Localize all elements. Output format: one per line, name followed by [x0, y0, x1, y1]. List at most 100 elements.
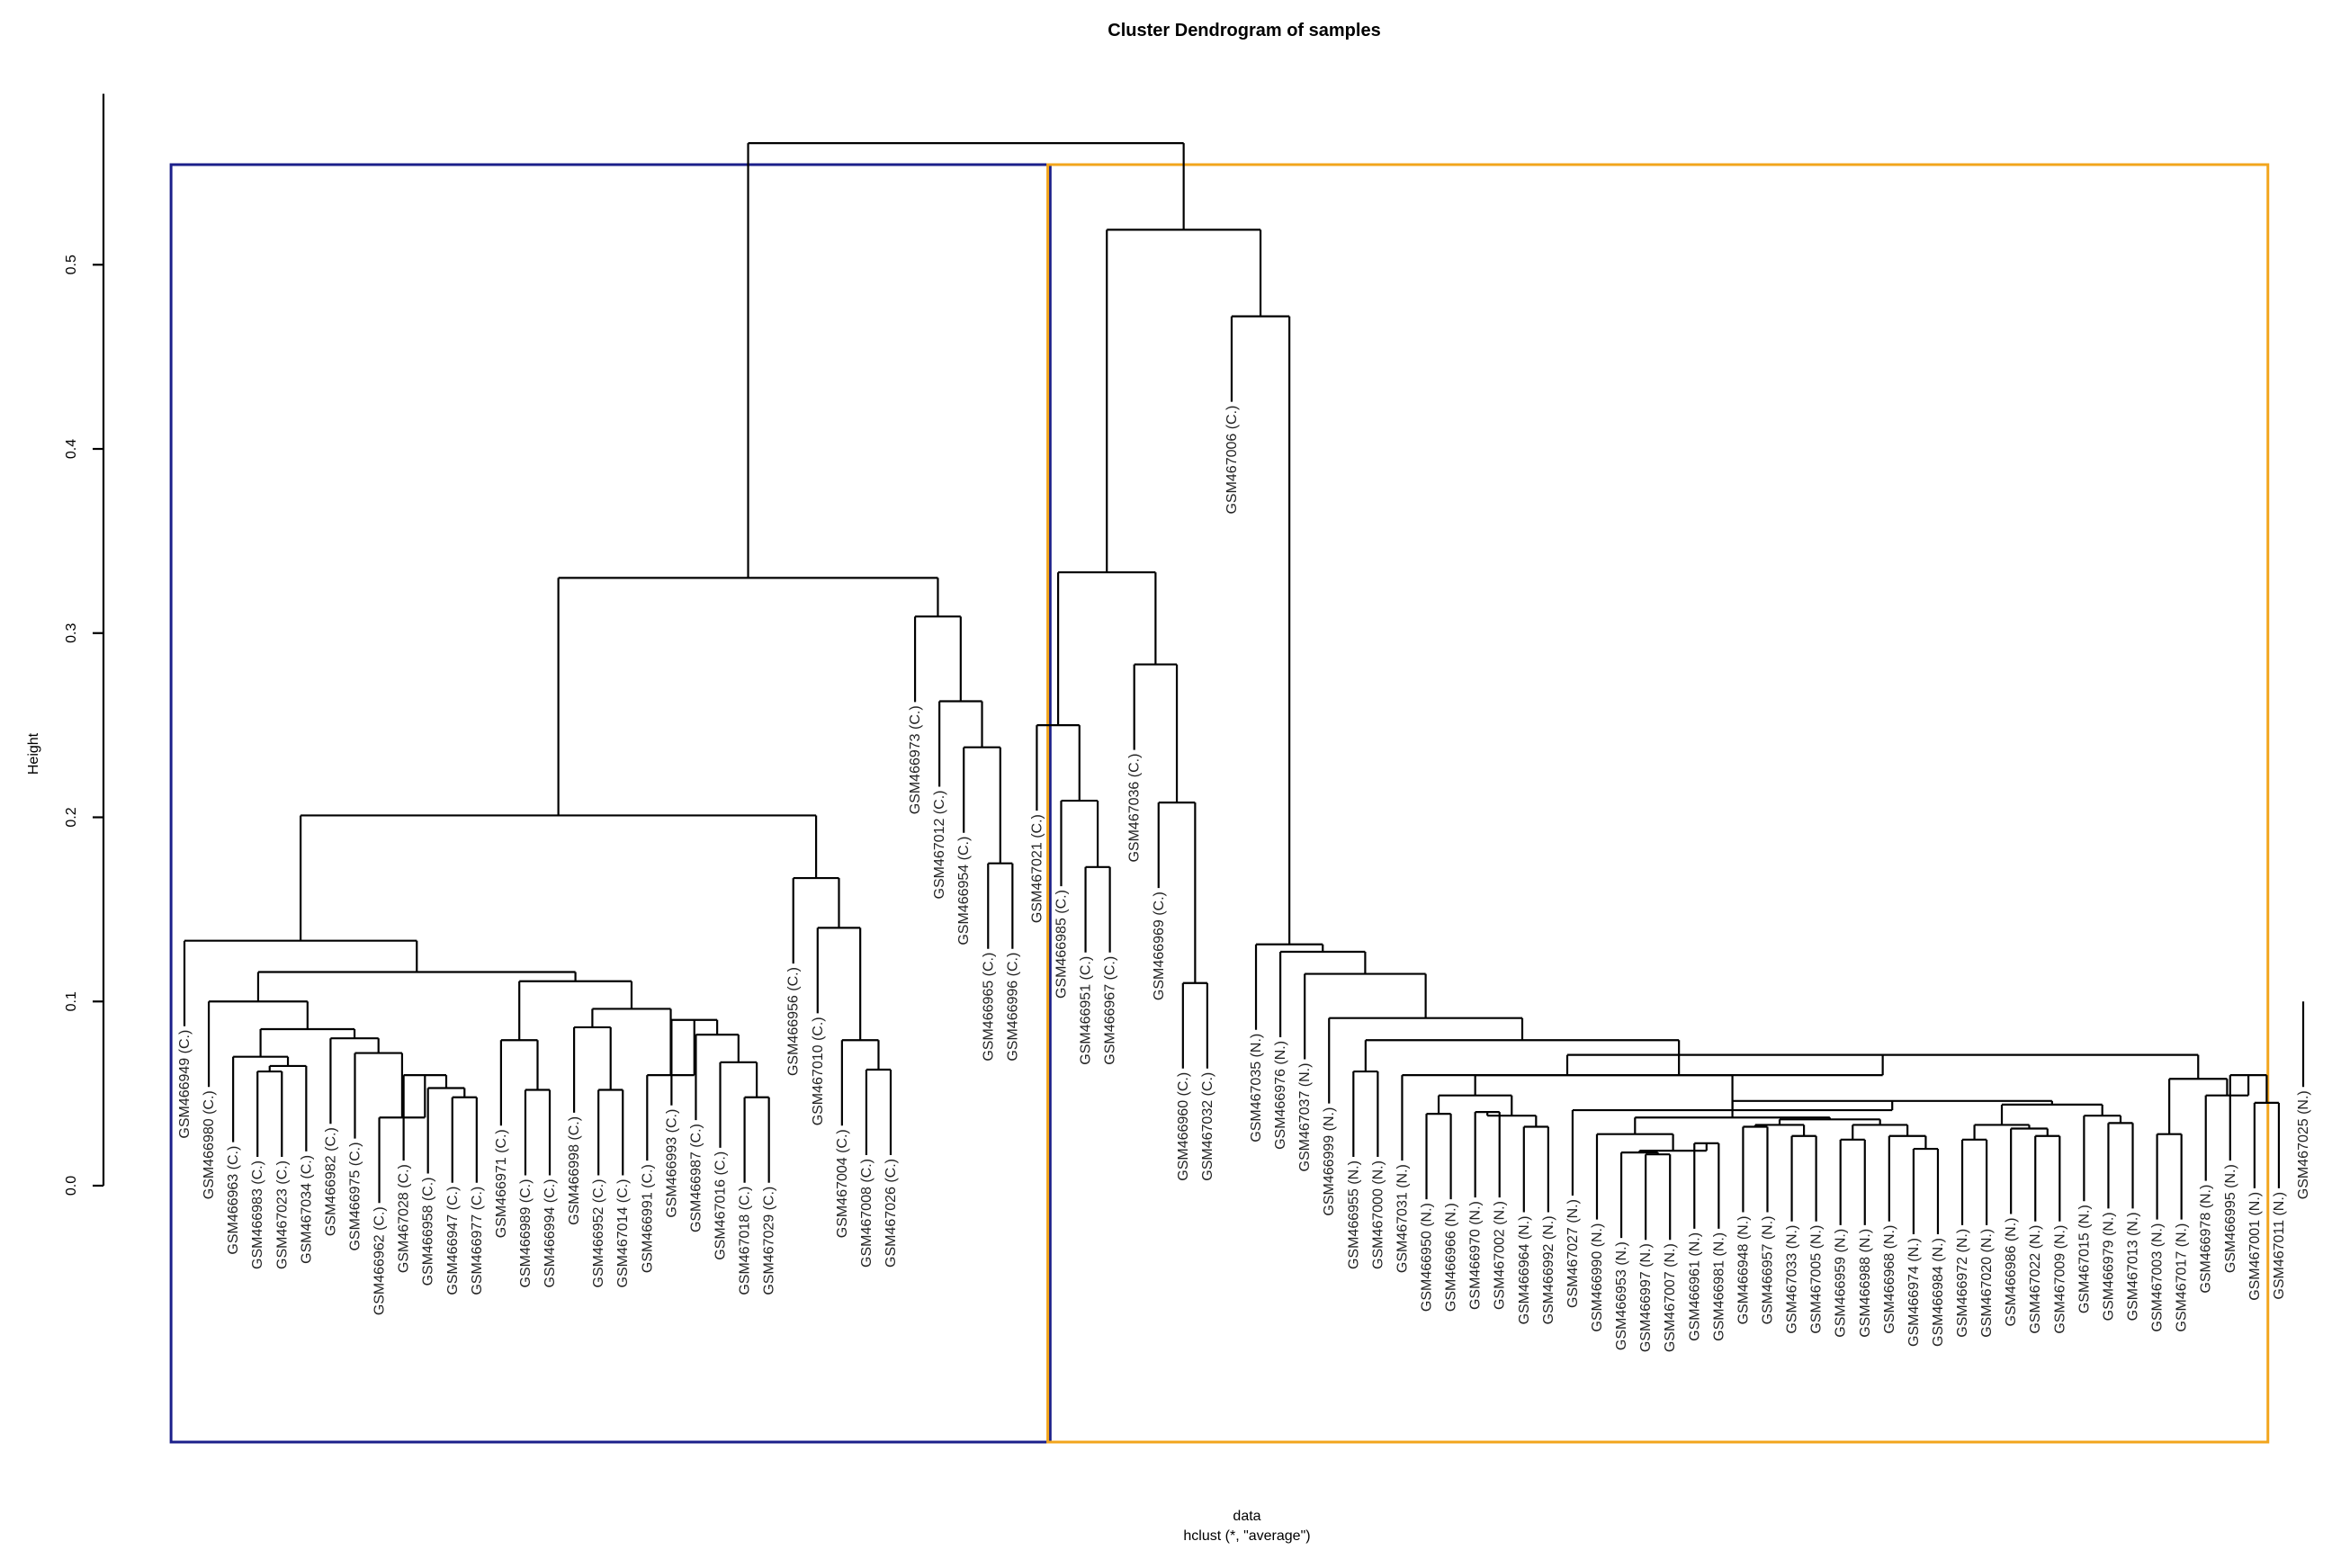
leaf-label: GSM467009 (N.)	[2052, 1225, 2067, 1334]
dendrogram-merge	[1852, 1124, 1909, 1140]
leaf-label: GSM467018 (C.)	[738, 1187, 753, 1295]
dendrogram-merge	[1061, 799, 1099, 867]
dendrogram-merge	[518, 980, 633, 1041]
leaf-label: GSM466983 (C.)	[250, 1160, 265, 1269]
leaf-label: GSM466952 (C.)	[591, 1179, 606, 1288]
leaf-label: GSM467022 (N.)	[2028, 1225, 2043, 1334]
dendrogram-merge	[427, 1087, 466, 1098]
leaf-label: GSM466991 (C.)	[640, 1164, 655, 1273]
leaf-label: GSM467021 (C.)	[1029, 814, 1045, 923]
dendrogram-merge	[1305, 972, 1427, 1018]
leaf-label: GSM466962 (C.)	[372, 1206, 388, 1315]
leaf-label: GSM467016 (C.)	[713, 1151, 729, 1260]
dendrogram-merge	[591, 1008, 672, 1076]
leaf-label: GSM466992 (N.)	[1541, 1215, 1556, 1324]
leaf-label: GSM466977 (C.)	[470, 1187, 485, 1295]
leaf-label: GSM466948 (N.)	[1736, 1215, 1751, 1324]
leaf-label: GSM467000 (N.)	[1370, 1160, 1386, 1269]
y-tick-label: 0.4	[64, 439, 79, 459]
leaf-label: GSM466997 (N.)	[1638, 1243, 1654, 1352]
dendrogram-merge	[2084, 1115, 2122, 1124]
leaf-label: GSM467004 (C.)	[835, 1129, 850, 1238]
leaf-label: GSM466965 (C.)	[981, 953, 996, 1062]
leaf-label: GSM466993 (C.)	[664, 1109, 679, 1218]
dendrogram-merge	[2168, 1078, 2229, 1134]
leaf-label: GSM466973 (C.)	[908, 705, 923, 814]
leaf-label: GSM467010 (C.)	[811, 1017, 826, 1125]
dendrogram-merge	[233, 1055, 290, 1066]
leaf-label: GSM467033 (N.)	[1785, 1225, 1800, 1334]
leaf-label: GSM467029 (C.)	[762, 1187, 777, 1295]
leaf-label: GSM466979 (N.)	[2101, 1212, 2116, 1321]
leaf-label: GSM466976 (N.)	[1273, 1041, 1288, 1150]
leaf-label: GSM467008 (C.)	[859, 1159, 874, 1268]
leaf-label: GSM467027 (N.)	[1565, 1199, 1581, 1308]
y-tick-label: 0.0	[64, 1176, 79, 1196]
leaf-label: GSM466951 (C.)	[1079, 956, 1094, 1065]
dendrogram-merge	[500, 1039, 539, 1090]
y-tick-label: 0.3	[64, 623, 79, 643]
leaf-label: GSM466989 (C.)	[518, 1179, 534, 1288]
dendrogram-merge	[915, 615, 962, 702]
leaf-label: GSM466958 (C.)	[421, 1177, 436, 1286]
leaf-label: GSM466994 (C.)	[543, 1179, 558, 1288]
leaf-label: GSM466978 (N.)	[2199, 1185, 2214, 1294]
dendrogram-merge	[841, 1039, 880, 1071]
x-axis-label: data	[1233, 1509, 1260, 1524]
y-axis-label: Height	[26, 732, 41, 775]
leaf-label: GSM467002 (N.)	[1493, 1201, 1508, 1310]
dendrogram-merge	[1329, 1017, 1524, 1041]
right-cluster-box	[1046, 163, 2270, 1444]
leaf-label: GSM466987 (C.)	[688, 1124, 704, 1232]
dendrogram-merge	[557, 577, 939, 816]
leaf-label: GSM466950 (N.)	[1420, 1203, 1435, 1312]
leaf-label: GSM466959 (N.)	[1834, 1229, 1849, 1338]
x-axis-sublabel: hclust (*, "average")	[1183, 1528, 1310, 1544]
dendrogram-merge	[695, 1034, 740, 1062]
leaf-label: GSM466975 (C.)	[347, 1142, 363, 1251]
leaf-label: GSM466986 (N.)	[2004, 1218, 2019, 1327]
leaf-label: GSM466968 (N.)	[1882, 1225, 1897, 1334]
dendrogram-merge	[1056, 571, 1157, 726]
leaf-label: GSM467005 (N.)	[1809, 1225, 1825, 1334]
leaf-label: GSM466998 (C.)	[567, 1116, 582, 1225]
leaf-label: GSM467007 (N.)	[1663, 1243, 1678, 1352]
dendrogram-merge	[354, 1052, 404, 1118]
leaf-label: GSM467032 (C.)	[1200, 1072, 1215, 1181]
dendrogram-merge	[1402, 1074, 1734, 1111]
leaf-label: GSM466960 (C.)	[1176, 1072, 1191, 1181]
leaf-label: GSM467003 (N.)	[2150, 1223, 2166, 1332]
dendrogram-merge	[1973, 1124, 2031, 1140]
y-tick-label: 0.1	[64, 991, 79, 1011]
leaf-label: GSM466961 (N.)	[1687, 1232, 1702, 1341]
leaf-label: GSM467034 (C.)	[299, 1155, 314, 1264]
leaf-label: GSM466957 (N.)	[1760, 1215, 1775, 1324]
leaf-label: GSM466971 (C.)	[494, 1129, 509, 1238]
dendrogram-merge	[793, 876, 840, 928]
dendrogram-merge	[259, 1027, 356, 1057]
leaf-label: GSM467006 (C.)	[1224, 406, 1240, 515]
leaf-label: GSM466982 (C.)	[323, 1127, 338, 1236]
leaf-label: GSM466956 (C.)	[786, 967, 802, 1076]
dendrogram-merge	[1256, 943, 1324, 952]
dendrogram-merge	[1888, 1134, 1927, 1150]
dendrogram-merge	[1280, 950, 1367, 974]
chart-title: Cluster Dendrogram of samples	[1108, 21, 1380, 40]
leaf-label: GSM467015 (N.)	[2076, 1205, 2092, 1313]
leaf-label: GSM466999 (N.)	[1322, 1107, 1337, 1216]
leaf-label: GSM466980 (C.)	[202, 1090, 217, 1199]
leaf-label: GSM467014 (C.)	[615, 1179, 631, 1288]
leaf-label: GSM467025 (N.)	[2296, 1090, 2311, 1199]
leaf-label: GSM467023 (C.)	[274, 1160, 290, 1269]
leaf-label: GSM467028 (C.)	[397, 1164, 412, 1273]
leaf-label: GSM467037 (N.)	[1297, 1063, 1313, 1172]
dendrogram-merge	[2011, 1127, 2049, 1136]
dendrogram-merge	[939, 700, 983, 748]
leaf-label: GSM466964 (N.)	[1517, 1215, 1532, 1324]
leaf-label: GSM466955 (N.)	[1346, 1160, 1361, 1269]
leaf-label: GSM467035 (N.)	[1249, 1034, 1264, 1142]
dendrogram-merge	[256, 971, 577, 1002]
leaf-label: GSM466967 (C.)	[1103, 956, 1118, 1065]
leaf-label: GSM467011 (N.)	[2272, 1192, 2287, 1300]
